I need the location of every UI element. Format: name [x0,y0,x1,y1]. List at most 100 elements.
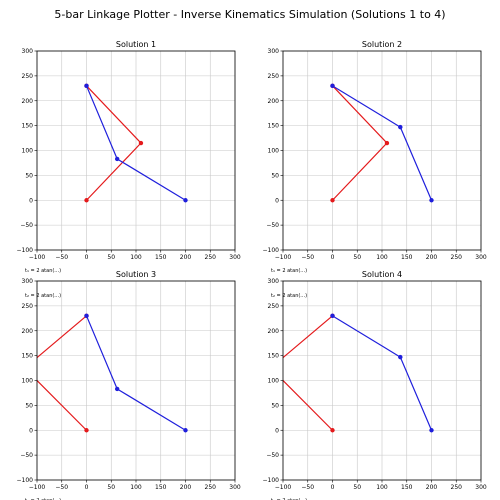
joint-point [330,83,335,89]
y-tick-label: 50 [271,402,279,409]
x-tick-label: 300 [475,254,487,261]
x-tick-label: 200 [180,484,192,491]
x-tick-label: 250 [205,484,217,491]
x-tick-label: 250 [451,254,463,261]
y-tick-label: −100 [263,247,280,254]
joint-point [22,366,26,370]
x-tick-label: −50 [55,484,68,491]
x-tick-label: −100 [29,484,46,491]
chart-panel-4: −100 −50 0 50 100 150 200 250 300 −100 −50 0 50 100 15… [263,270,487,500]
y-tick-label: 50 [271,172,279,179]
x-tick-label: 100 [376,254,388,261]
joint-point [114,386,120,392]
joint-point [268,366,272,370]
x-tick-label: 200 [426,254,438,261]
chart-title: Solution 1 [116,40,156,49]
formula-label: t₁ = 2 atan(...) [25,268,61,274]
x-tick-label: 200 [180,254,192,261]
y-tick-label: −100 [17,477,34,484]
y-tick-label: 250 [22,303,34,310]
joint-point [398,124,403,130]
chart-title: Solution 2 [362,40,402,49]
x-tick-label: −100 [29,254,46,261]
series-group [330,83,434,203]
y-tick-label: 50 [25,172,33,179]
formula-label: t₁ = 2 atan(...) [271,268,307,274]
y-tick-label: 100 [268,378,280,385]
axes-frame [36,50,236,251]
y-tick-label: −50 [20,222,33,229]
x-tick-label: 250 [205,254,217,261]
joint-point [330,313,335,319]
y-tick-label: 100 [22,148,34,155]
y-tick-label: −50 [20,452,33,459]
y-tick-label: 150 [22,353,34,360]
y-tick-label: 50 [25,402,33,409]
x-tick-label: −50 [55,254,68,261]
x-tick-label: 150 [401,254,413,261]
joint-point [84,428,89,433]
chart-panel-2: −100 −50 0 50 100 150 200 250 300 −100 −50 0 50 100 15… [263,40,487,274]
y-tick-label: 250 [268,73,280,80]
chart-title: Solution 3 [116,270,156,279]
joint-point [429,198,434,203]
y-tick-label: 150 [22,123,34,130]
series-group [268,313,434,433]
formula-label: t₁ = 2 atan(...) [271,498,307,500]
series-group [84,83,188,203]
y-tick-label: 0 [29,427,33,434]
x-tick-label: 100 [376,484,388,491]
y-tick-label: 150 [268,123,280,130]
y-tick-label: 200 [22,98,34,105]
x-tick-label: 0 [85,254,89,261]
x-tick-label: 300 [229,254,241,261]
x-tick-label: −50 [301,484,314,491]
chart-panel-3: −100 −50 0 50 100 150 200 250 300 −100 −50 0 50 100 15… [17,270,241,500]
joint-point [429,428,434,433]
joint-point [183,428,188,433]
formula-label-top: t₂ = 2 atan(...) [25,293,61,299]
joint-point [84,198,89,203]
x-tick-label: 50 [107,484,115,491]
chart-panel-1: −100 −50 0 50 100 150 200 250 300 −100 −50 0 50 100 15… [17,40,241,274]
x-tick-label: 300 [475,484,487,491]
y-tick-label: 300 [268,48,280,55]
y-tick-label: 100 [268,148,280,155]
x-tick-label: 0 [331,484,335,491]
x-tick-label: 150 [401,484,413,491]
joint-point [183,198,188,203]
figure-title: 5-bar Linkage Plotter - Inverse Kinemati… [54,8,445,21]
joint-point [84,313,89,319]
chart-title: Solution 4 [362,270,402,279]
x-tick-label: 100 [130,254,142,261]
x-tick-label: 50 [353,254,361,261]
y-tick-label: 0 [29,197,33,204]
y-tick-label: 150 [268,353,280,360]
y-tick-label: −50 [266,452,279,459]
x-tick-label: 0 [331,254,335,261]
linkage-arm-1 [37,315,87,431]
axes-frame [282,50,482,251]
y-tick-label: 0 [275,427,279,434]
y-tick-label: 200 [268,328,280,335]
joint-point [384,140,390,146]
x-tick-label: −50 [301,254,314,261]
y-tick-label: −100 [17,247,34,254]
series-group [22,313,188,433]
y-tick-label: 250 [22,73,34,80]
y-tick-label: −100 [263,477,280,484]
joint-point [84,83,89,89]
axes-frame [36,280,236,481]
linkage-arm-1 [283,315,333,431]
y-tick-label: 0 [275,197,279,204]
x-tick-label: 200 [426,484,438,491]
formula-label: t₁ = 2 atan(...) [25,498,61,500]
x-tick-label: 300 [229,484,241,491]
y-tick-label: 300 [22,278,34,285]
x-tick-label: 250 [451,484,463,491]
y-tick-label: −50 [266,222,279,229]
x-tick-label: 0 [85,484,89,491]
x-tick-label: −100 [275,254,292,261]
joint-point [398,354,403,360]
